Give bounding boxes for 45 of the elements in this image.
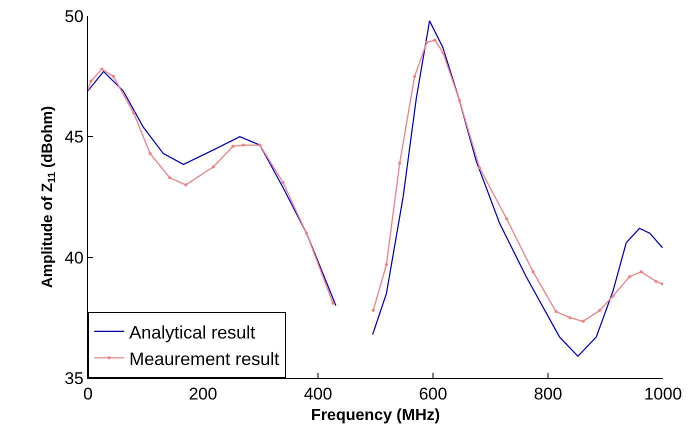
point xyxy=(89,80,92,83)
point xyxy=(582,320,585,323)
point xyxy=(554,310,558,314)
point xyxy=(281,181,284,184)
x-axis-title: Frequency (MHz) xyxy=(311,407,440,424)
point xyxy=(433,38,436,42)
point xyxy=(505,217,508,220)
x-tick-label: 600 xyxy=(418,384,448,404)
legend-label: Meaurement result xyxy=(129,348,280,369)
point xyxy=(372,308,375,312)
point xyxy=(258,144,262,147)
point xyxy=(212,165,215,168)
x-tick-label: 1000 xyxy=(644,384,682,404)
point xyxy=(100,68,104,71)
point xyxy=(331,302,334,305)
point xyxy=(628,275,632,278)
point xyxy=(112,74,115,78)
legend-label: Analytical result xyxy=(129,322,256,342)
point xyxy=(568,316,572,320)
y-tick-label: 40 xyxy=(64,248,84,268)
point xyxy=(458,98,461,102)
x-tick-label: 400 xyxy=(304,384,332,404)
x-tick-label: 0 xyxy=(83,384,93,404)
point xyxy=(532,270,535,274)
point xyxy=(148,152,152,156)
y-tick-label: 35 xyxy=(64,368,84,388)
point xyxy=(478,166,482,170)
point xyxy=(184,183,188,186)
point xyxy=(168,176,172,180)
point xyxy=(441,50,444,54)
x-tick-label: 200 xyxy=(188,384,218,404)
point xyxy=(654,280,658,283)
point xyxy=(231,144,234,148)
y-tick-label: 50 xyxy=(64,6,84,26)
x-tick-label: 800 xyxy=(534,384,562,404)
point xyxy=(384,263,388,266)
point xyxy=(425,41,428,44)
y-tick-label: 45 xyxy=(64,128,84,147)
point xyxy=(413,74,416,78)
point xyxy=(305,232,308,235)
point xyxy=(398,162,402,165)
point xyxy=(640,270,643,274)
point xyxy=(242,144,245,147)
point xyxy=(598,308,602,312)
point xyxy=(132,111,135,114)
